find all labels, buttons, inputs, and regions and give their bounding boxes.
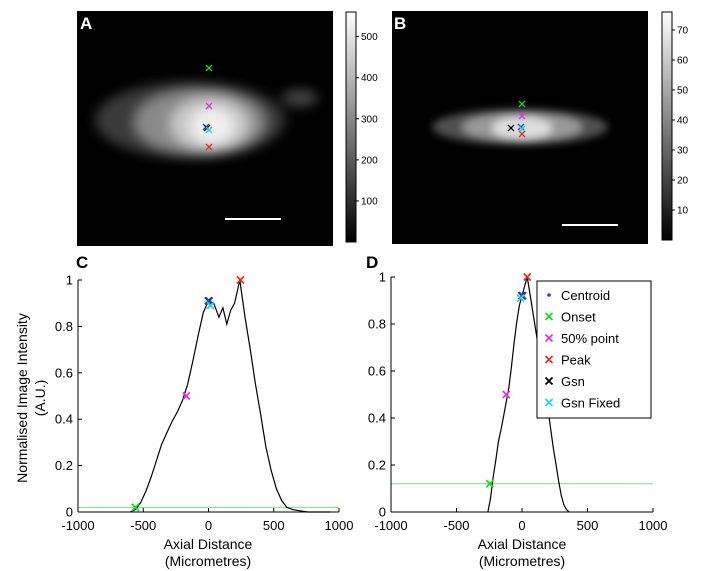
colorbar-tick-label: 500 [361,32,378,43]
legend-symbol-gsn-fixed [544,398,554,407]
legend-label-centroid: Centroid [561,288,610,303]
colorbar-tick-label: 100 [361,196,378,207]
y-tick-label: 0.6 [55,365,73,380]
panel-d: D -1000 -500 0 500 1000 0 0.2 0.4 0.6 0.8 1 Axial … [366,253,667,569]
legend-symbol-peak [544,355,554,364]
colorbar-tick-label: 70 [677,26,689,37]
marker-onset [131,503,140,512]
image-marker-50pct-point [518,112,526,120]
panel-a-markers [202,64,213,151]
image-marker-peak [518,130,526,138]
y-tick-label: 1 [66,273,73,288]
colorbar-tick-label: 60 [677,56,689,67]
y-tick-label: 0.4 [368,411,386,426]
x-tick-label: 0 [518,518,525,533]
legend-box [536,280,652,419]
y-tick-label: 0 [66,505,73,520]
y-tick-label: 0.4 [55,412,73,427]
panel-a-cell-image [95,82,318,158]
colorbar-tick-label: 300 [361,114,378,125]
plot-area [78,280,339,512]
colorbar-tick-label: 10 [677,206,689,217]
colorbar-tick-label: 20 [677,176,689,187]
panel-c-ylabel-line1: Normalised Image Intensity [14,313,30,483]
panel-d-xlabel-line1: Axial Distance [478,536,567,552]
colorbar-tick-label: 30 [677,146,689,157]
panel-b-colorbar-ticks: 10 20 30 40 50 60 70 [672,26,689,217]
panel-a-scale-bar [225,218,281,220]
panel-d-legend: Centroid Onset 50% point Peak Gsn Gsn Fixed [536,280,652,419]
image-marker-50pct-point [205,102,213,110]
x-tick-label: -500 [443,518,469,533]
x-tick-label: -1000 [61,518,94,533]
colorbar-tick-label: 50 [677,86,689,97]
panel-c-plot: -1000 -500 0 500 1000 0 0.2 0.4 0.6 0.8 1 [55,273,354,534]
legend-label-gsn: Gsn [561,374,585,389]
image-marker-centroid [517,123,525,131]
image-marker-onset [518,100,526,108]
marker-gsn-fixed [516,294,525,303]
x-tick-label: 500 [263,518,285,533]
y-tick-label: 0.8 [55,319,73,334]
panel-a: A 100 200 300 400 500 [77,11,378,246]
panel-d-letter: D [366,253,378,272]
legend-label-peak: Peak [561,353,591,368]
x-tick-label: 500 [577,518,599,533]
legend-label-50pct-point: 50% point [561,331,619,346]
profile-line [129,279,330,513]
x-tick-label: 0 [205,518,212,533]
panel-b-scale-bar [562,224,618,226]
marker-50pct-point [182,391,191,401]
legend-symbol-50pct-point [544,333,554,343]
x-tick-label: 1000 [325,518,354,533]
panel-b-letter: B [394,14,406,33]
image-marker-gsn-fixed [518,125,526,133]
image-marker-onset [205,64,213,72]
x-tick-label: 1000 [639,518,668,533]
y-tick-label: 0.8 [368,317,386,332]
panel-c-xlabel-line1: Axial Distance [164,536,253,552]
image-marker-gsn [507,124,515,132]
panel-b: B 10 20 30 40 50 60 70 [392,11,689,244]
panel-a-colorbar-ticks: 100 200 300 400 500 [356,32,378,207]
image-marker-peak [205,143,213,151]
legend-label-onset: Onset [561,310,596,325]
panel-a-colorbar [345,11,357,243]
panel-d-xlabel-line2: (Micrometres) [479,553,565,569]
x-tick-label: -1000 [374,518,407,533]
y-tick-label: 1 [379,270,386,285]
colorbar-tick-label: 40 [677,116,689,127]
marker-peak [523,272,532,282]
legend-symbol-onset [544,312,554,321]
marker-onset [485,479,495,488]
panel-c-xlabel-line2: (Micrometres) [165,553,251,569]
marker-50pct-point [502,390,511,399]
colorbar-tick-label: 200 [361,155,378,166]
y-tick-label: 0.2 [55,458,73,473]
panel-c-letter: C [76,253,88,272]
panel-a-letter: A [80,14,92,33]
legend-symbol-gsn [544,376,554,386]
image-marker-gsn-fixed [205,126,213,134]
y-tick-label: 0 [379,505,386,520]
x-tick-label: -500 [130,518,156,533]
panel-c: C -1000 -500 0 500 1000 0 0.2 0.4 0.6 0.8 1 Normal… [14,253,353,569]
marker-gsn-fixed [206,301,215,310]
colorbar-tick-label: 400 [361,73,378,84]
y-tick-label: 0.2 [368,458,386,473]
legend-label-gsn-fixed: Gsn Fixed [561,396,620,411]
legend-symbol-centroid [547,293,551,297]
marker-centroid-cross [205,296,214,306]
marker-peak [236,275,245,285]
profile-line [487,276,570,513]
panel-b-markers [507,100,526,138]
panel-b-colorbar [661,11,673,241]
panel-c-ylabel-line2: (A.U.) [32,380,48,417]
y-tick-label: 0.6 [368,364,386,379]
